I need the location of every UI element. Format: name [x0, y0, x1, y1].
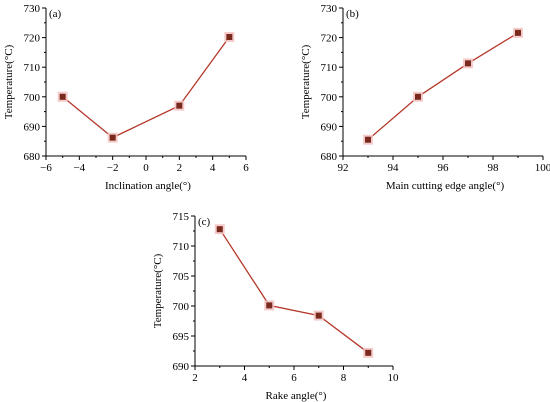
y-tick-label: 695 — [173, 331, 190, 343]
x-tick-label: 2 — [177, 162, 183, 174]
x-tick-label: −2 — [107, 162, 119, 174]
y-tick-label: 700 — [321, 92, 338, 104]
data-point — [365, 349, 372, 356]
x-tick-label: 10 — [388, 372, 400, 384]
y-axis-title: Temperature(°C) — [300, 44, 312, 119]
y-tick-label: 705 — [173, 271, 190, 283]
x-tick-label: 2 — [192, 372, 198, 384]
chart-panel-2: 92 94 96 98 100 680 690 700 710 720 730 (b) Main cut… — [300, 3, 550, 192]
x-tick-label: 4 — [242, 372, 248, 384]
x-tick-label: 8 — [341, 372, 347, 384]
data-point — [465, 60, 471, 67]
series-line — [219, 228, 369, 354]
y-axis-title: Temperature(°C) — [152, 253, 164, 328]
x-tick-label: 100 — [535, 162, 550, 174]
series-line — [62, 36, 230, 139]
data-point — [109, 134, 116, 141]
x-tick-label: 6 — [291, 372, 297, 384]
series-line — [367, 32, 519, 141]
y-axis-title: Temperature(°C) — [3, 44, 15, 119]
data-point — [266, 302, 273, 309]
chart-panel-1: −6 −4 −2 0 2 4 6 680 690 700 710 720 730 (a) Inclinati… — [3, 3, 249, 192]
y-tick-label: 690 — [173, 361, 190, 373]
x-tick-label: 4 — [210, 162, 216, 174]
x-axis-title: Main cutting edge angle(°) — [386, 180, 505, 192]
y-tick-label: 715 — [173, 211, 190, 223]
y-tick-label: 730 — [24, 3, 41, 15]
panel-label: (a) — [49, 8, 62, 20]
x-tick-label: 94 — [388, 162, 400, 174]
y-tick-label: 720 — [321, 33, 338, 45]
y-tick-label: 710 — [173, 241, 190, 253]
x-tick-label: −6 — [40, 162, 52, 174]
panel-label: (b) — [346, 8, 359, 20]
x-axis-title: Inclination angle(°) — [105, 180, 191, 192]
data-point — [59, 93, 66, 100]
data-point — [365, 136, 371, 143]
y-tick-label: 700 — [24, 92, 41, 104]
y-tick-label: 710 — [321, 62, 338, 74]
x-tick-label: −4 — [73, 162, 85, 174]
chart-panel-3: 2 4 6 8 10 690 695 700 705 710 715 (c) Rake angle(°)… — [152, 211, 399, 402]
y-tick-label: 690 — [321, 121, 338, 133]
data-point — [226, 34, 233, 41]
data-point — [415, 93, 421, 100]
x-tick-label: 0 — [143, 162, 149, 174]
x-tick-label: 92 — [338, 162, 349, 174]
y-tick-label: 690 — [24, 121, 41, 133]
y-tick-label: 680 — [24, 151, 41, 163]
data-point — [216, 226, 223, 233]
x-tick-label: 96 — [438, 162, 450, 174]
y-tick-label: 710 — [24, 62, 41, 74]
x-tick-label: 6 — [243, 162, 249, 174]
panel-label: (c) — [198, 216, 211, 228]
y-tick-label: 720 — [24, 33, 41, 45]
x-axis-title: Rake angle(°) — [266, 390, 327, 402]
y-tick-label: 680 — [321, 151, 338, 163]
data-point — [315, 312, 322, 319]
y-tick-label: 730 — [321, 3, 338, 15]
data-point — [515, 29, 521, 36]
y-tick-label: 700 — [173, 301, 190, 313]
x-tick-label: 98 — [488, 162, 500, 174]
data-point — [176, 102, 183, 109]
